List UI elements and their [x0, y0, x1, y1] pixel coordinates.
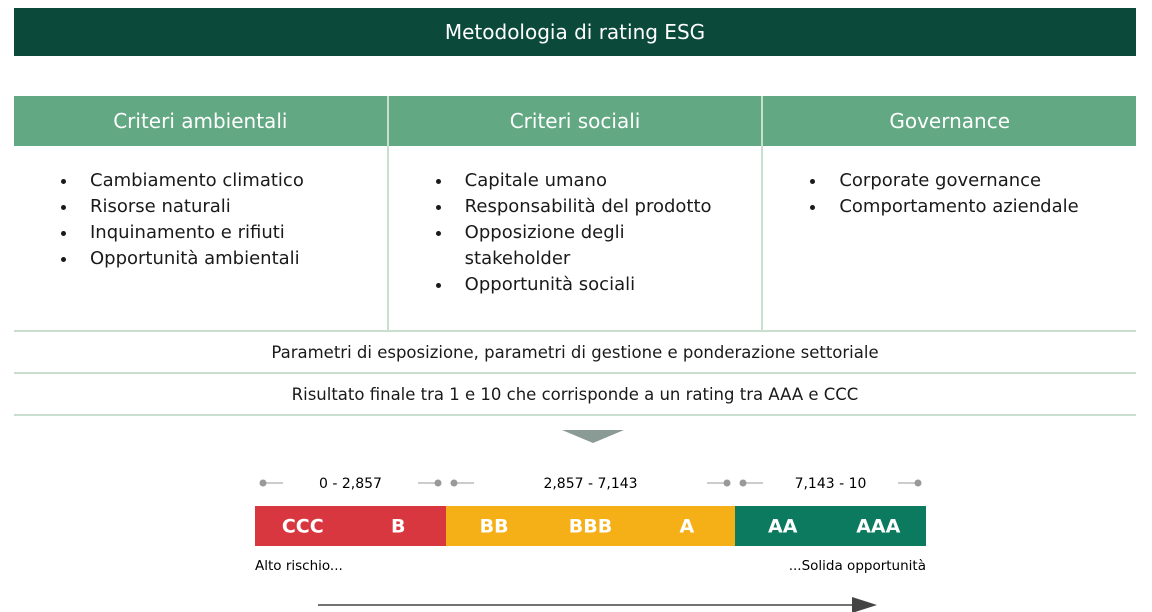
range-marker-dot: [914, 479, 922, 487]
banner-title: Metodologia di rating ESG: [14, 8, 1136, 56]
range-bar: [255, 506, 446, 546]
column: Criteri sociali Capitale umanoResponsabil…: [386, 96, 762, 330]
rating-label: AAA: [856, 516, 900, 538]
range-label: 0 - 2,857: [319, 476, 382, 492]
bullet-list: Cambiamento climaticoRisorse naturaliInq…: [14, 168, 348, 272]
column-header: Criteri sociali: [388, 96, 762, 146]
bullet-item: Risorse naturali: [78, 194, 348, 220]
high-label: ...Solida opportunità: [789, 558, 926, 574]
range-marker-dot: [739, 479, 747, 487]
range-marker-dot: [723, 479, 731, 487]
range-marker-dot: [259, 479, 267, 487]
down-arrow: [562, 430, 624, 443]
bullet-item: Responsabilità del prodotto: [453, 194, 723, 220]
rating-label: CCC: [282, 516, 324, 538]
bullet-item: Inquinamento e rifiuti: [78, 220, 348, 246]
column-header: Criteri ambientali: [14, 96, 387, 146]
range-label: 2,857 - 7,143: [543, 476, 637, 492]
bullet-item: Cambiamento climatico: [78, 168, 348, 194]
row-text: Risultato finale tra 1 e 10 che corrispo…: [14, 374, 1136, 416]
arrow-head: [852, 597, 877, 612]
bullet-item: Opportunità ambientali: [78, 246, 348, 272]
range-marker-dot: [434, 479, 442, 487]
bullet-item: Opposizione degli stakeholder: [453, 220, 723, 272]
bullet-list: Capitale umanoResponsabilità del prodott…: [389, 168, 723, 298]
rating-label: B: [391, 516, 405, 538]
low-label: Alto rischio...: [255, 558, 343, 574]
rating-label: AA: [768, 516, 798, 538]
rating-label: BBB: [569, 516, 612, 538]
range-bar: [735, 506, 926, 546]
criteria-table: Criteri ambientaliCambiamento climaticoR…: [14, 96, 1137, 332]
column-header: Governance: [763, 96, 1137, 146]
bullet-list: Corporate governanceComportamento aziend…: [763, 168, 1097, 220]
column: Governance Corporate governanceComportame…: [761, 96, 1137, 330]
column: Criteri ambientali Cambiamento climaticoR…: [14, 96, 387, 330]
range-label: 7,143 - 10: [795, 476, 867, 492]
bullet-item: Comportamento aziendale: [827, 194, 1097, 220]
rating-label: BB: [480, 516, 509, 538]
bullet-item: Opportunità sociali: [453, 272, 723, 298]
range-marker-dot: [450, 479, 458, 487]
rating-label: A: [679, 516, 694, 538]
bullet-item: Corporate governance: [827, 168, 1097, 194]
range-bar: [446, 506, 735, 546]
row-text: Parametri di esposizione, parametri di g…: [14, 332, 1136, 374]
bullet-item: Capitale umano: [453, 168, 723, 194]
